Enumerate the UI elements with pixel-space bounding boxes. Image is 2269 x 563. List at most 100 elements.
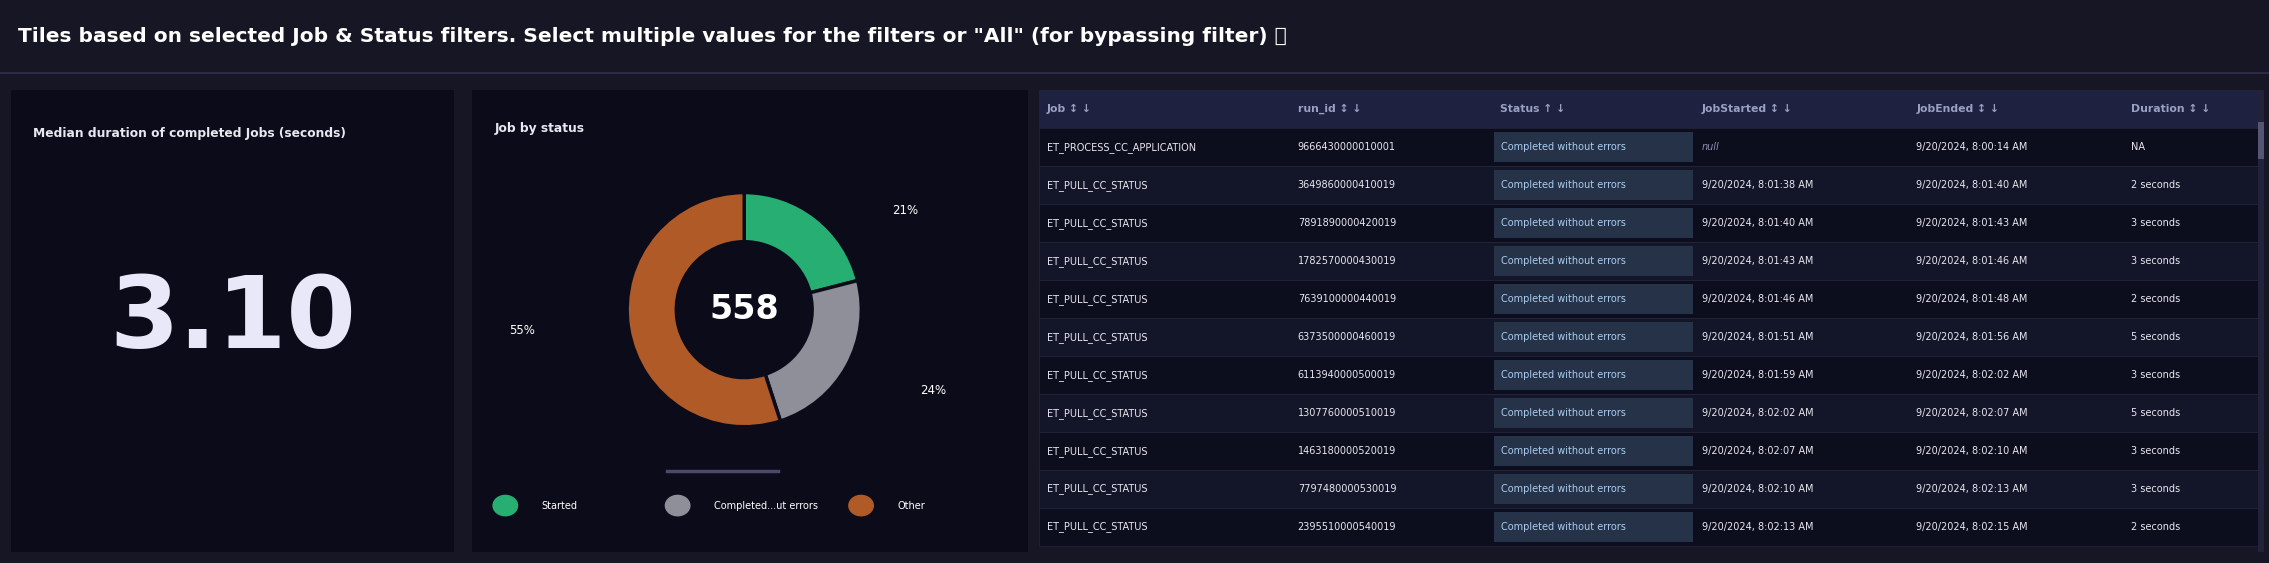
Text: 6113940000500019: 6113940000500019 [1298,370,1395,380]
Text: Started: Started [542,501,576,511]
Text: Completed without errors: Completed without errors [1502,446,1627,456]
Circle shape [492,495,517,516]
Text: 9/20/2024, 8:01:43 AM: 9/20/2024, 8:01:43 AM [1917,218,2028,228]
Text: Duration ↕ ↓: Duration ↕ ↓ [2131,104,2210,114]
Text: 2 seconds: 2 seconds [2131,522,2181,532]
Text: 3 seconds: 3 seconds [2131,446,2181,456]
Text: Completed without errors: Completed without errors [1502,256,1627,266]
FancyBboxPatch shape [1493,170,1693,200]
Text: 3.10: 3.10 [109,272,356,369]
Text: 9/20/2024, 8:01:59 AM: 9/20/2024, 8:01:59 AM [1702,370,1813,380]
Text: null: null [1702,142,1720,152]
Text: 24%: 24% [921,383,946,397]
Text: ET_PULL_CC_STATUS: ET_PULL_CC_STATUS [1046,484,1148,494]
Text: 9/20/2024, 8:02:10 AM: 9/20/2024, 8:02:10 AM [1917,446,2028,456]
Text: Median duration of completed Jobs (seconds): Median duration of completed Jobs (secon… [34,127,347,140]
Text: 7891890000420019: 7891890000420019 [1298,218,1395,228]
Wedge shape [626,193,781,427]
Text: 9/20/2024, 8:01:46 AM: 9/20/2024, 8:01:46 AM [1702,294,1813,304]
Text: 9666430000010001: 9666430000010001 [1298,142,1395,152]
Text: Completed without errors: Completed without errors [1502,294,1627,304]
Text: 9/20/2024, 8:02:02 AM: 9/20/2024, 8:02:02 AM [1917,370,2028,380]
Text: Completed without errors: Completed without errors [1502,180,1627,190]
Text: 9/20/2024, 8:00:14 AM: 9/20/2024, 8:00:14 AM [1917,142,2028,152]
Text: 55%: 55% [508,324,535,337]
Text: Completed without errors: Completed without errors [1502,408,1627,418]
FancyBboxPatch shape [1039,394,2264,432]
FancyBboxPatch shape [1039,90,2264,128]
Text: Status ↑ ↓: Status ↑ ↓ [1500,104,1566,114]
Text: Completed without errors: Completed without errors [1502,484,1627,494]
Text: 5 seconds: 5 seconds [2131,332,2181,342]
FancyBboxPatch shape [1493,246,1693,276]
Text: ET_PROCESS_CC_APPLICATION: ET_PROCESS_CC_APPLICATION [1046,142,1196,153]
Text: 9/20/2024, 8:02:02 AM: 9/20/2024, 8:02:02 AM [1702,408,1813,418]
FancyBboxPatch shape [1039,280,2264,318]
Text: 3649860000410019: 3649860000410019 [1298,180,1395,190]
Text: 9/20/2024, 8:01:43 AM: 9/20/2024, 8:01:43 AM [1702,256,1813,266]
FancyBboxPatch shape [1039,432,2264,470]
FancyBboxPatch shape [1493,473,1693,504]
Text: 2 seconds: 2 seconds [2131,180,2181,190]
Text: 9/20/2024, 8:01:40 AM: 9/20/2024, 8:01:40 AM [1917,180,2028,190]
FancyBboxPatch shape [1493,208,1693,238]
Text: Completed without errors: Completed without errors [1502,370,1627,380]
Text: Completed without errors: Completed without errors [1502,332,1627,342]
Text: 21%: 21% [892,204,919,217]
FancyBboxPatch shape [1493,321,1693,352]
Text: 3 seconds: 3 seconds [2131,484,2181,494]
Circle shape [849,495,874,516]
Text: 9/20/2024, 8:02:13 AM: 9/20/2024, 8:02:13 AM [1702,522,1813,532]
Text: 9/20/2024, 8:01:38 AM: 9/20/2024, 8:01:38 AM [1702,180,1813,190]
FancyBboxPatch shape [1039,204,2264,242]
Text: ET_PULL_CC_STATUS: ET_PULL_CC_STATUS [1046,369,1148,381]
Text: 7639100000440019: 7639100000440019 [1298,294,1395,304]
Text: Completed...ut errors: Completed...ut errors [715,501,817,511]
Text: 7797480000530019: 7797480000530019 [1298,484,1395,494]
Text: Completed without errors: Completed without errors [1502,218,1627,228]
Text: ET_PULL_CC_STATUS: ET_PULL_CC_STATUS [1046,180,1148,190]
Text: 9/20/2024, 8:01:46 AM: 9/20/2024, 8:01:46 AM [1917,256,2028,266]
Text: 1307760000510019: 1307760000510019 [1298,408,1395,418]
Text: 5 seconds: 5 seconds [2131,408,2181,418]
Text: 3 seconds: 3 seconds [2131,218,2181,228]
FancyBboxPatch shape [1493,512,1693,542]
Text: ET_PULL_CC_STATUS: ET_PULL_CC_STATUS [1046,445,1148,457]
FancyBboxPatch shape [2258,122,2264,159]
FancyBboxPatch shape [1493,284,1693,314]
FancyBboxPatch shape [1493,436,1693,466]
Text: 3 seconds: 3 seconds [2131,256,2181,266]
Text: Completed without errors: Completed without errors [1502,522,1627,532]
FancyBboxPatch shape [458,78,1041,563]
Text: ET_PULL_CC_STATUS: ET_PULL_CC_STATUS [1046,521,1148,533]
Text: 9/20/2024, 8:01:56 AM: 9/20/2024, 8:01:56 AM [1917,332,2028,342]
Text: 1782570000430019: 1782570000430019 [1298,256,1395,266]
Text: 9/20/2024, 8:02:07 AM: 9/20/2024, 8:02:07 AM [1702,446,1813,456]
Text: 9/20/2024, 8:02:07 AM: 9/20/2024, 8:02:07 AM [1917,408,2028,418]
Text: 1463180000520019: 1463180000520019 [1298,446,1395,456]
Text: 2395510000540019: 2395510000540019 [1298,522,1395,532]
Text: 3 seconds: 3 seconds [2131,370,2181,380]
Text: run_id ↕ ↓: run_id ↕ ↓ [1298,104,1361,114]
Text: Tiles based on selected Job & Status filters. Select multiple values for the fil: Tiles based on selected Job & Status fil… [18,27,1287,46]
FancyBboxPatch shape [1039,356,2264,394]
Text: 6373500000460019: 6373500000460019 [1298,332,1395,342]
Text: ET_PULL_CC_STATUS: ET_PULL_CC_STATUS [1046,256,1148,266]
Text: NA: NA [2131,142,2144,152]
FancyBboxPatch shape [1493,132,1693,162]
Text: 558: 558 [710,293,778,326]
Text: 9/20/2024, 8:01:51 AM: 9/20/2024, 8:01:51 AM [1702,332,1813,342]
Text: 9/20/2024, 8:01:40 AM: 9/20/2024, 8:01:40 AM [1702,218,1813,228]
Text: Completed without errors: Completed without errors [1502,142,1627,152]
FancyBboxPatch shape [2258,90,2264,552]
Text: Job by status: Job by status [495,122,583,135]
Text: ET_PULL_CC_STATUS: ET_PULL_CC_STATUS [1046,218,1148,229]
Text: Job ↕ ↓: Job ↕ ↓ [1046,104,1091,114]
Wedge shape [765,280,862,421]
Wedge shape [744,193,858,293]
Circle shape [665,495,690,516]
Text: Other: Other [896,501,926,511]
Text: ET_PULL_CC_STATUS: ET_PULL_CC_STATUS [1046,408,1148,418]
Text: ET_PULL_CC_STATUS: ET_PULL_CC_STATUS [1046,332,1148,342]
FancyBboxPatch shape [1039,318,2264,356]
